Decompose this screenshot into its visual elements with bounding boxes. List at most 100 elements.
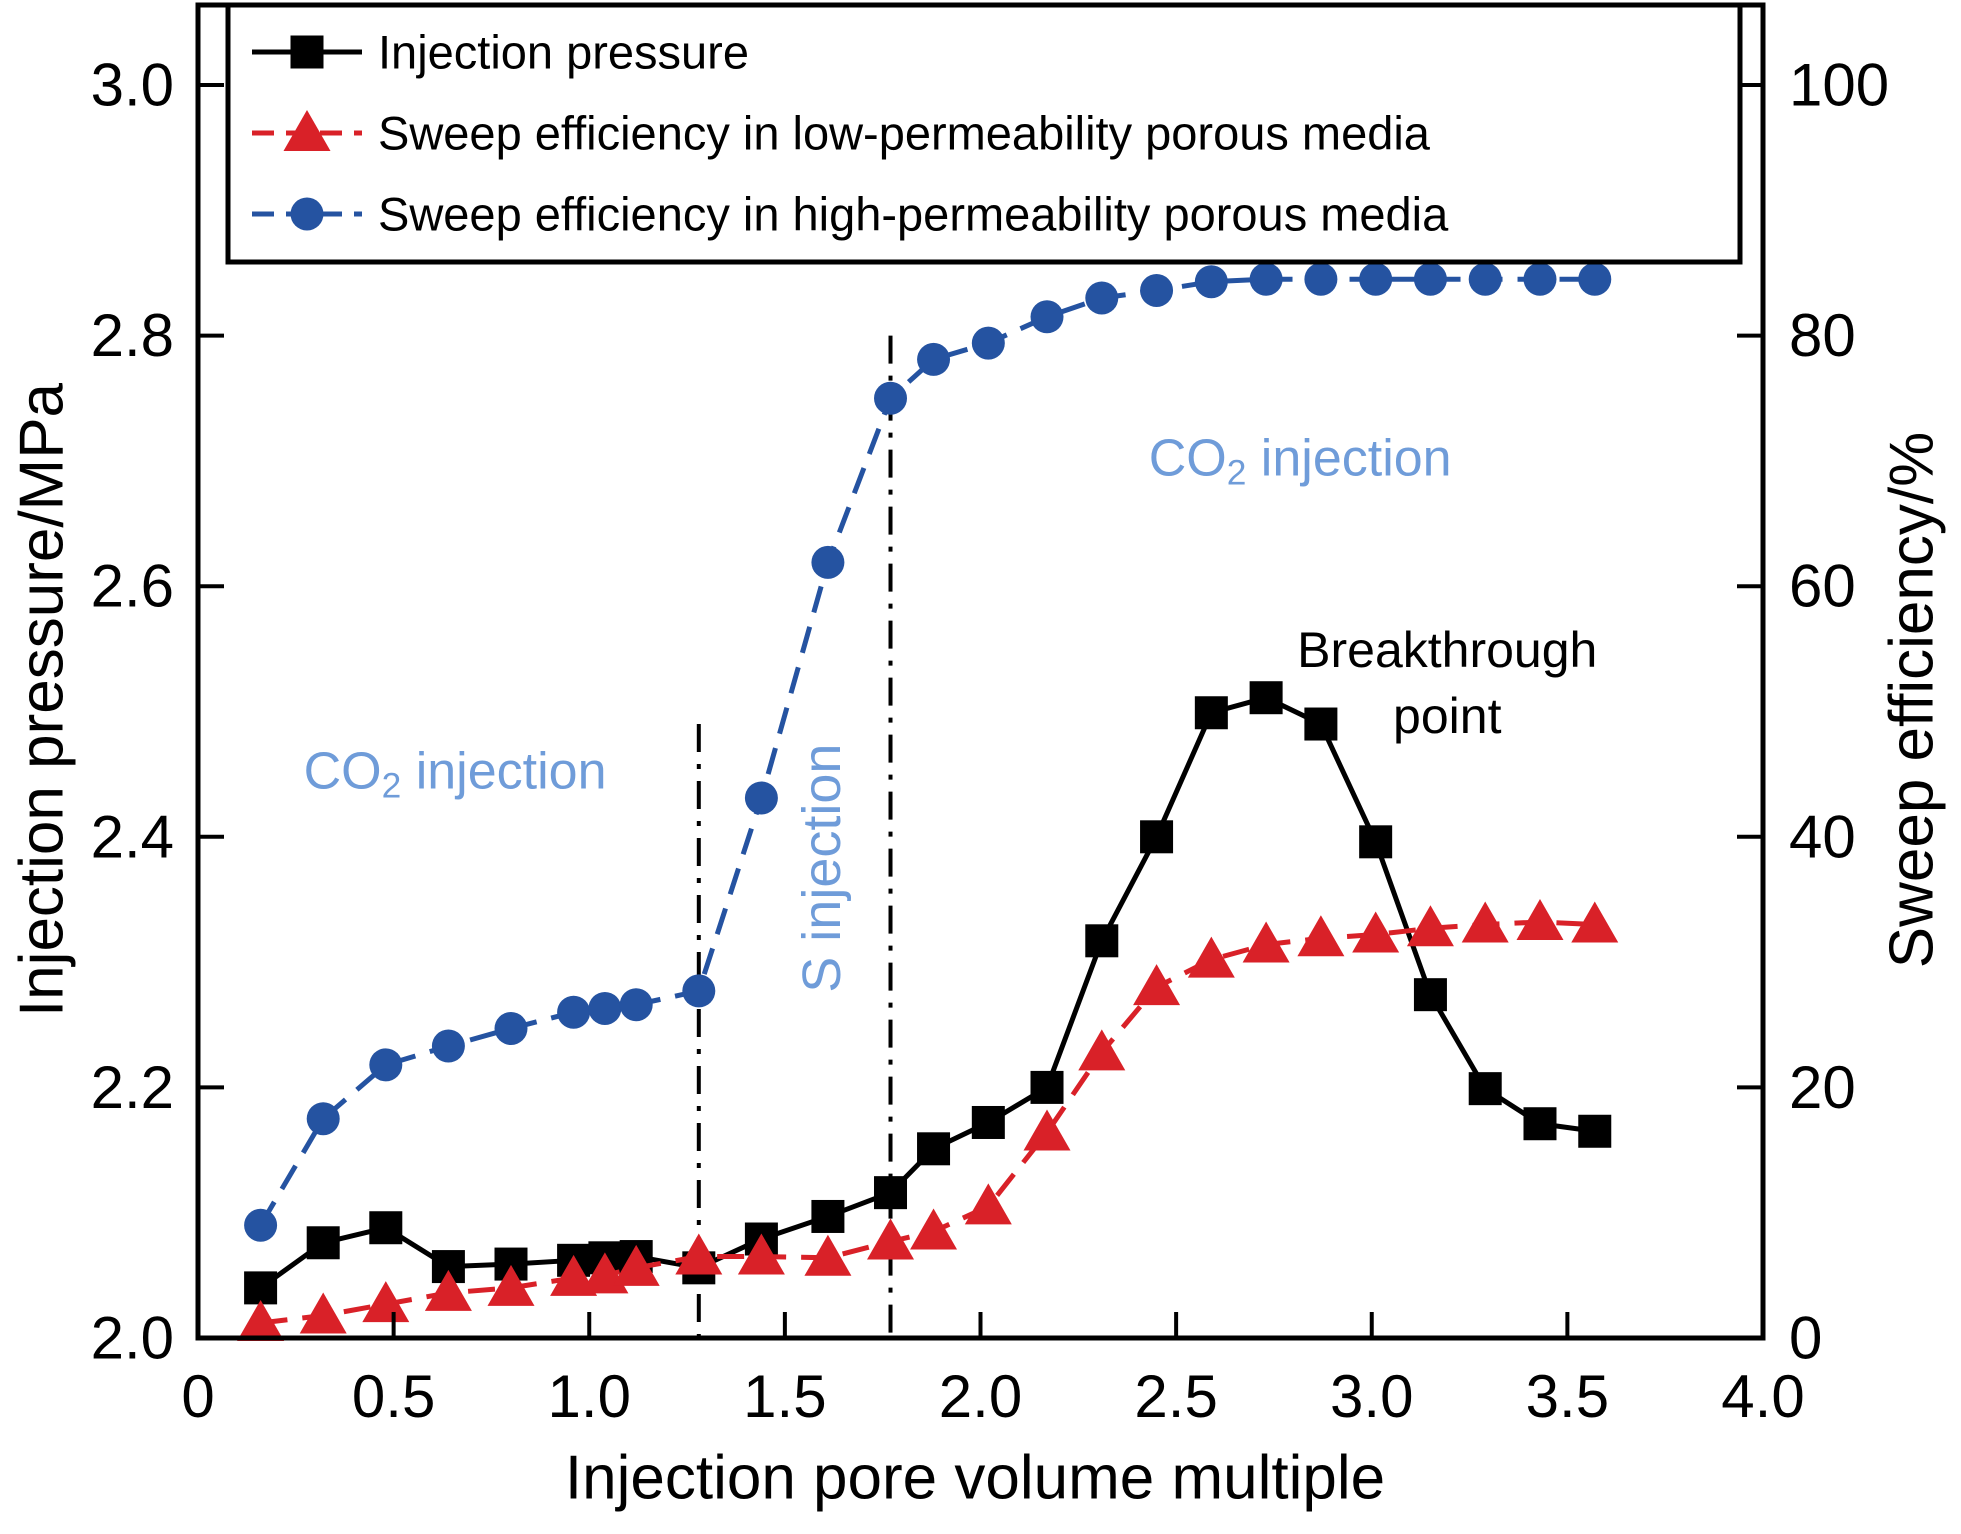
data-point-marker <box>874 381 908 415</box>
data-point-marker <box>290 197 324 231</box>
annotation-co2-injection-left: CO2​ injection <box>304 743 607 806</box>
y-axis-left-tick-label: 2.0 <box>91 1305 174 1372</box>
data-point-marker <box>494 1012 528 1046</box>
data-point-marker <box>299 1292 347 1334</box>
legend-item-label: Sweep efficiency in low-permeability por… <box>378 107 1431 160</box>
y-axis-right-tick-label: 60 <box>1789 553 1856 620</box>
data-point-marker <box>682 974 716 1008</box>
annotation-co2-injection-right: CO2​ injection <box>1149 429 1452 492</box>
data-point-marker <box>1461 901 1509 943</box>
data-point-marker <box>612 1244 660 1286</box>
data-point-marker <box>1085 924 1119 958</box>
y-axis-left-tick-label: 2.6 <box>91 553 174 620</box>
data-point-marker <box>1249 681 1283 715</box>
data-point-marker <box>804 1234 852 1276</box>
data-point-marker <box>1078 1029 1126 1071</box>
data-point-marker <box>971 326 1005 360</box>
y-axis-right-tick-label: 0 <box>1789 1305 1822 1372</box>
legend: Injection pressure Sweep efficiency in lo… <box>225 2 1743 265</box>
data-point-marker <box>1359 262 1393 296</box>
data-point-marker <box>1297 915 1345 957</box>
data-point-marker <box>1359 825 1393 859</box>
data-point-marker <box>283 110 331 151</box>
data-point-marker <box>867 1218 915 1260</box>
data-point-marker <box>1242 921 1290 963</box>
data-point-marker <box>1578 1114 1612 1148</box>
y-axis-right-tick-label: 80 <box>1789 302 1856 369</box>
legend-item: Sweep efficiency in high-permeability po… <box>252 188 1449 241</box>
y-axis-left-tick-label: 2.4 <box>91 803 174 870</box>
y-axis-right-tick-label: 40 <box>1789 803 1856 870</box>
data-point-marker <box>737 1233 785 1275</box>
data-point-marker <box>964 1183 1012 1225</box>
data-point-marker <box>244 1271 278 1305</box>
x-axis-title: Injection pore volume multiple <box>564 1443 1386 1513</box>
data-point-marker <box>1030 1070 1064 1104</box>
data-point-marker <box>369 1211 403 1245</box>
data-point-marker <box>1523 1107 1557 1141</box>
data-point-marker <box>917 342 951 376</box>
data-point-marker <box>362 1281 410 1323</box>
annotation-s-injection: S injection <box>792 744 852 993</box>
x-axis-tick-label: 1.5 <box>743 1363 826 1430</box>
x-axis-tick-label: 4.0 <box>1721 1363 1804 1430</box>
data-point-marker <box>1523 262 1557 296</box>
data-point-marker <box>550 1254 598 1296</box>
legend-item-label: Sweep efficiency in high-permeability po… <box>378 188 1449 241</box>
data-point-marker <box>237 1299 285 1341</box>
data-point-marker <box>487 1264 535 1306</box>
annotation-breakthrough-point: Breakthrough point <box>1297 622 1597 744</box>
x-axis-tick-label: 0 <box>181 1363 214 1430</box>
data-point-marker <box>557 995 591 1029</box>
data-point-marker <box>675 1233 723 1275</box>
data-point-marker <box>917 1132 951 1166</box>
data-point-marker <box>619 988 653 1022</box>
data-point-marker <box>1030 300 1064 334</box>
data-point-marker <box>1413 978 1447 1012</box>
data-point-marker <box>1140 273 1174 307</box>
data-point-marker <box>811 1199 845 1233</box>
legend-item: Injection pressure <box>252 26 749 79</box>
data-point-marker <box>744 781 778 815</box>
series-triangle <box>237 899 1619 1341</box>
data-point-marker <box>1571 901 1619 943</box>
y-axis-title-left: Injection pressure/MPa <box>7 382 77 1018</box>
data-point-marker <box>1406 905 1454 947</box>
series-square <box>244 681 1612 1305</box>
x-axis-tick-label: 3.0 <box>1330 1363 1413 1430</box>
legend-item: Sweep efficiency in low-permeability por… <box>252 107 1431 160</box>
data-point-marker <box>1304 707 1338 741</box>
data-point-marker <box>1304 262 1338 296</box>
series-circle <box>244 262 1612 1242</box>
data-point-marker <box>874 1176 908 1210</box>
data-point-marker <box>588 991 622 1025</box>
data-point-marker <box>1194 265 1228 299</box>
x-axis-tick-label: 0.5 <box>352 1363 435 1430</box>
data-point-marker <box>1085 281 1119 315</box>
data-point-marker <box>910 1208 958 1250</box>
data-point-marker <box>1468 262 1502 296</box>
data-point-marker <box>971 1105 1005 1139</box>
data-point-marker <box>1249 262 1283 296</box>
y-axis-left-tick-label: 2.8 <box>91 302 174 369</box>
x-axis-tick-label: 2.5 <box>1134 1363 1217 1430</box>
data-point-marker <box>369 1048 403 1082</box>
x-axis-tick-label: 1.0 <box>548 1363 631 1430</box>
legend-item-label: Injection pressure <box>378 26 749 79</box>
data-point-marker <box>1133 964 1181 1006</box>
data-point-marker <box>431 1029 465 1063</box>
y-axis-right-tick-label: 100 <box>1789 52 1889 119</box>
data-point-marker <box>1352 911 1400 953</box>
data-point-marker <box>290 35 324 69</box>
data-point-marker <box>424 1269 472 1311</box>
data-point-marker <box>1140 820 1174 854</box>
x-axis-tick-label: 3.5 <box>1526 1363 1609 1430</box>
y-axis-left-tick-label: 2.2 <box>91 1054 174 1121</box>
y-axis-right-tick-label: 20 <box>1789 1054 1856 1121</box>
y-axis-title-right: Sweep efficiency/% <box>1877 431 1947 969</box>
data-point-marker <box>306 1102 340 1136</box>
data-point-marker <box>1194 696 1228 730</box>
x-axis-tick-label: 2.0 <box>939 1363 1022 1430</box>
